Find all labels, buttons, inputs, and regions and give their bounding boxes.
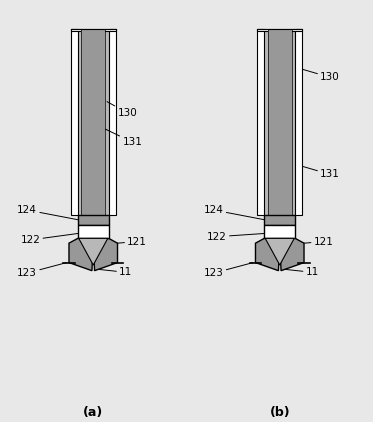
- Text: (b): (b): [269, 406, 290, 419]
- Bar: [81, 29, 106, 215]
- Bar: [264, 29, 295, 215]
- Text: 130: 130: [303, 69, 340, 82]
- Bar: [78, 29, 109, 215]
- Bar: [264, 225, 295, 238]
- Bar: [267, 29, 292, 215]
- Bar: [295, 29, 303, 215]
- Text: 121: 121: [117, 237, 147, 246]
- Polygon shape: [265, 238, 294, 265]
- Text: 131: 131: [303, 166, 340, 179]
- Polygon shape: [69, 238, 93, 271]
- Polygon shape: [256, 238, 280, 271]
- Text: 123: 123: [204, 262, 253, 278]
- Bar: [70, 29, 116, 31]
- Bar: [78, 225, 109, 238]
- Text: 122: 122: [207, 232, 264, 242]
- Polygon shape: [280, 238, 304, 271]
- Text: 121: 121: [304, 237, 333, 246]
- Polygon shape: [93, 238, 117, 271]
- Text: 130: 130: [107, 102, 137, 118]
- Text: (a): (a): [83, 406, 103, 419]
- Polygon shape: [79, 238, 108, 265]
- Text: 123: 123: [17, 262, 66, 278]
- Bar: [264, 215, 295, 225]
- Bar: [257, 29, 264, 215]
- Bar: [257, 29, 303, 31]
- Text: 131: 131: [106, 129, 142, 147]
- Text: 124: 124: [204, 205, 264, 220]
- Text: 11: 11: [96, 267, 132, 277]
- Bar: [78, 215, 109, 225]
- Text: 11: 11: [282, 267, 319, 277]
- Bar: [109, 29, 116, 215]
- Text: 122: 122: [21, 233, 78, 245]
- Bar: [70, 29, 78, 215]
- Text: 124: 124: [17, 205, 78, 220]
